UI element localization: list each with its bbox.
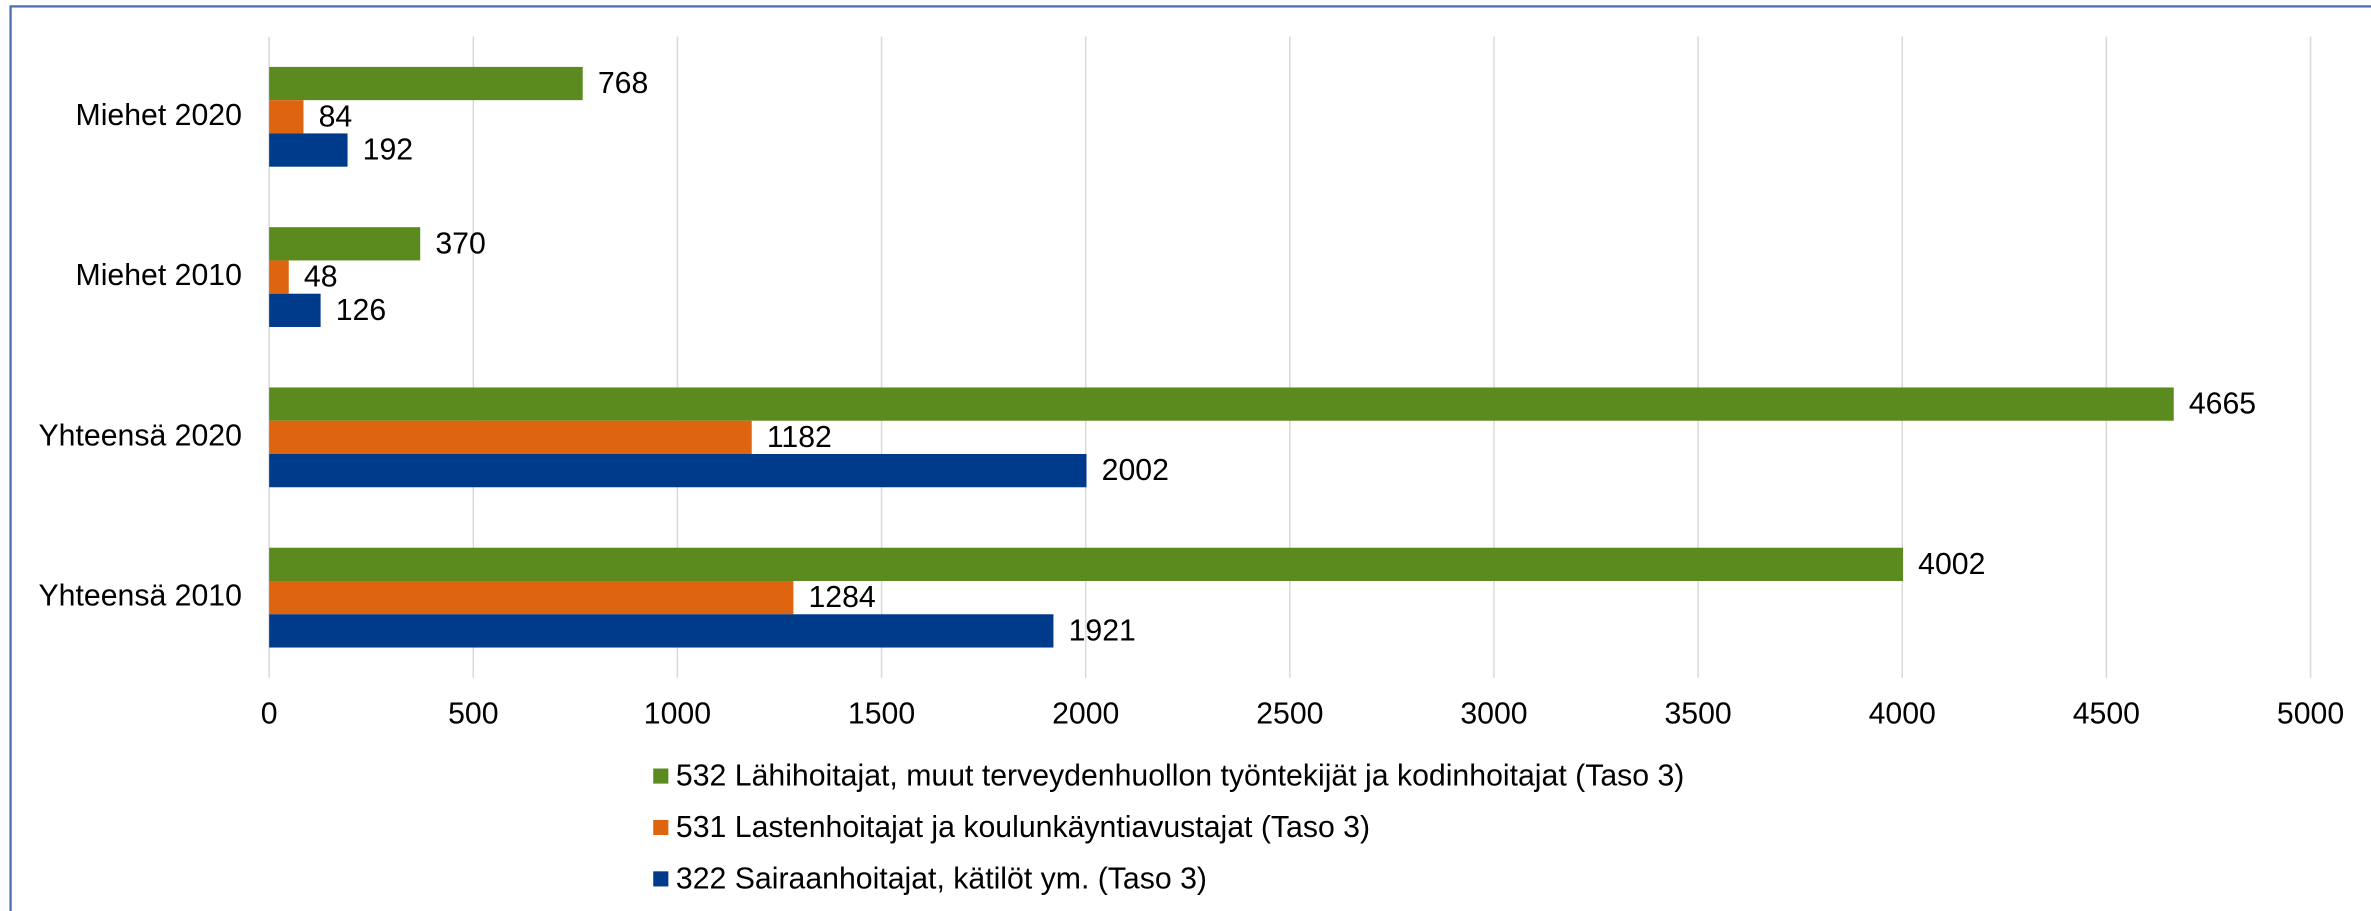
bar: [269, 581, 794, 615]
value-label: 1284: [808, 581, 875, 614]
bar: [269, 133, 348, 167]
legend-label: 532 Lähihoitajat, muut terveydenhuollon …: [676, 760, 1684, 793]
x-tick-label: 3500: [1664, 698, 1731, 731]
y-tick-label: Yhteensä 2010: [39, 580, 242, 613]
value-label: 48: [304, 261, 338, 294]
legend-swatch: [653, 768, 669, 784]
value-label: 1921: [1069, 614, 1136, 647]
x-tick-label: 4000: [1869, 698, 1936, 731]
value-label: 126: [336, 294, 386, 327]
value-label: 4665: [2189, 388, 2256, 421]
bar: [269, 387, 2174, 421]
bar: [269, 227, 421, 261]
y-tick-label: Miehet 2020: [76, 99, 242, 132]
x-tick-label: 2000: [1052, 698, 1119, 731]
bar: [269, 614, 1054, 648]
x-tick-label: 0: [261, 698, 278, 731]
bar: [269, 293, 321, 327]
x-tick-label: 4500: [2073, 698, 2140, 731]
value-label: 4002: [1918, 548, 1985, 581]
value-label: 768: [598, 67, 648, 100]
bar: [269, 453, 1087, 488]
value-label: 1182: [767, 421, 832, 454]
bar: [269, 420, 752, 454]
bar: [269, 66, 583, 101]
y-tick-label: Miehet 2010: [76, 259, 242, 292]
x-tick-label: 5000: [2277, 698, 2344, 731]
value-label: 2002: [1102, 454, 1169, 487]
x-tick-label: 2500: [1256, 698, 1323, 731]
value-label: 370: [435, 227, 485, 260]
x-tick-label: 3000: [1460, 698, 1527, 731]
legend-label: 322 Sairaanhoitajat, kätilöt ym. (Taso 3…: [676, 862, 1207, 895]
y-tick-label: Yhteensä 2020: [39, 419, 242, 452]
x-tick-label: 1000: [644, 698, 711, 731]
x-tick-label: 500: [448, 698, 498, 731]
value-label: 192: [363, 134, 413, 167]
legend-label: 531 Lastenhoitajat ja koulunkäyntiavusta…: [676, 811, 1370, 844]
legend-swatch: [653, 871, 669, 887]
x-tick-label: 1500: [848, 698, 915, 731]
value-label: 84: [319, 100, 353, 133]
bar: [269, 260, 289, 294]
bar: [269, 547, 1904, 582]
bar: [269, 100, 304, 134]
legend-swatch: [653, 819, 669, 836]
